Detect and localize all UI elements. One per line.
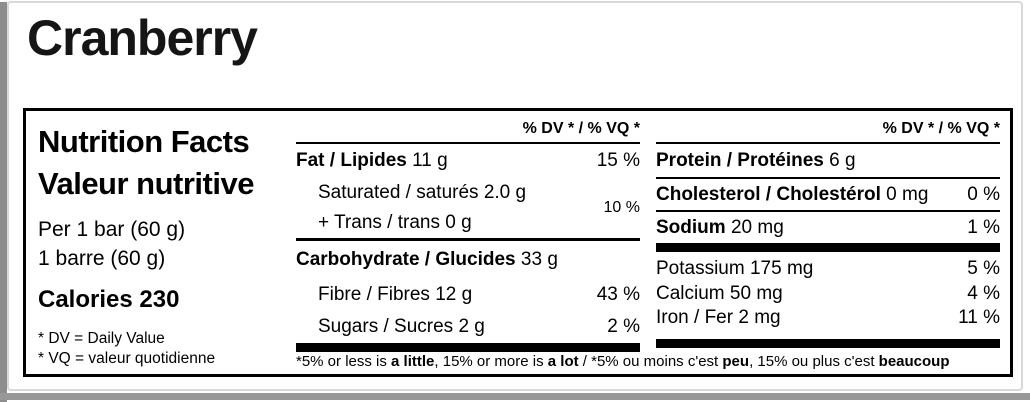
nutrition-facts-label: Nutrition Facts Valeur nutritive Per 1 b…: [23, 108, 1013, 377]
footnote-text: a lot: [547, 353, 579, 370]
carbohydrate-row: Carbohydrate / Glucides 33 g: [296, 241, 640, 279]
iron-row: Iron / Fer 2 mg 11 %: [656, 306, 1000, 330]
footnote-text: , 15% ou plus c'est: [749, 353, 879, 370]
cholesterol-label: Cholesterol / Cholestérol 0 mg: [656, 183, 929, 205]
protein-label: Protein / Protéines 6 g: [656, 149, 856, 171]
rule: [656, 142, 1000, 144]
product-title: Cranberry: [27, 10, 258, 66]
calcium-dv: 4 %: [967, 283, 1000, 304]
footnote-text: beaucoup: [878, 353, 950, 370]
sodium-row: Sodium 20 mg 1 %: [656, 212, 1000, 243]
fibre-label: Fibre / Fibres 12 g: [318, 284, 473, 305]
footnote-vq: * VQ = valeur quotidienne: [38, 350, 216, 367]
page-edge-left: [0, 2, 7, 402]
nft-title-en: Nutrition Facts: [38, 124, 250, 159]
rule: [656, 210, 1000, 212]
thick-bar: [656, 243, 1000, 252]
nft-left-column: Nutrition Facts Valeur nutritive Per 1 b…: [38, 117, 296, 368]
footnote-dv: * DV = Daily Value: [38, 330, 165, 347]
serving-size-fr: 1 barre (60 g): [38, 247, 166, 270]
sodium-label: Sodium 20 mg: [656, 216, 784, 238]
footnote-text: / *5% ou moins c'est: [578, 353, 723, 370]
saturated-trans-labels: Saturated / saturés 2.0 g + Trans / tran…: [296, 178, 526, 238]
dv-interpretation-footnote: *5% or less is a little, 15% or more is …: [296, 353, 1000, 370]
carbohydrate-label: Carbohydrate / Glucides 33 g: [296, 249, 558, 270]
sugars-label: Sugars / Sucres 2 g: [318, 316, 485, 337]
product-card: Cranberry Nutrition Facts Valeur nutriti…: [7, 1, 1023, 391]
rule: [656, 177, 1000, 179]
saturated-trans-row: Saturated / saturés 2.0 g + Trans / tran…: [296, 178, 640, 238]
dv-header-right: % DV * / % VQ *: [882, 120, 1000, 137]
sugars-dv: 2 %: [607, 316, 640, 337]
nft-nutrient-area: % DV * / % VQ * Fat / Lipides 11 g 15 % …: [296, 117, 1000, 370]
fat-row: Fat / Lipides 11 g 15 %: [296, 144, 640, 178]
serving-size-en: Per 1 bar (60 g): [38, 218, 186, 241]
dv-footnotes: * DV = Daily Value * VQ = valeur quotidi…: [38, 329, 296, 369]
footnote-text: a little: [391, 353, 435, 370]
nft-middle-column: % DV * / % VQ * Fat / Lipides 11 g 15 % …: [296, 117, 640, 352]
potassium-row: Potassium 175 mg 5 %: [656, 256, 1000, 282]
fat-label: Fat / Lipides 11 g: [296, 150, 448, 171]
potassium-dv: 5 %: [967, 258, 1000, 279]
footnote-text: *5% or less is: [296, 353, 392, 370]
rule: [296, 238, 640, 241]
footnote-text: peu: [722, 353, 750, 370]
page-edge-bottom: [0, 393, 1030, 400]
cholesterol-dv: 0 %: [967, 183, 1000, 205]
fibre-dv: 43 %: [596, 284, 640, 305]
cholesterol-row: Cholesterol / Cholestérol 0 mg 0 %: [656, 179, 1000, 210]
dv-header-middle: % DV * / % VQ *: [522, 120, 640, 137]
potassium-label: Potassium 175 mg: [656, 258, 814, 279]
fibre-row: Fibre / Fibres 12 g 43 %: [296, 279, 640, 311]
nft-title-fr: Valeur nutritive: [38, 166, 254, 201]
calories: Calories 230: [38, 286, 180, 313]
calcium-label: Calcium 50 mg: [656, 283, 783, 304]
fat-dv: 15 %: [596, 150, 640, 171]
iron-dv: 11 %: [958, 307, 1000, 328]
iron-label: Iron / Fer 2 mg: [656, 307, 781, 328]
rule: [296, 142, 640, 144]
sodium-dv: 1 %: [967, 216, 1000, 238]
thick-bar: [296, 343, 640, 352]
serving-size: Per 1 bar (60 g) 1 barre (60 g): [38, 215, 296, 273]
trans-label: + Trans / trans 0 g: [318, 212, 472, 233]
thick-bar: [656, 339, 1000, 348]
calcium-row: Calcium 50 mg 4 %: [656, 282, 1000, 306]
nft-right-column: % DV * / % VQ * Protein / Protéines 6 g …: [656, 117, 1000, 348]
sugars-row: Sugars / Sucres 2 g 2 %: [296, 311, 640, 343]
protein-row: Protein / Protéines 6 g: [656, 144, 1000, 177]
footnote-text: , 15% or more is: [434, 353, 548, 370]
saturated-trans-dv: 10 %: [603, 199, 640, 216]
saturated-label: Saturated / saturés 2.0 g: [318, 182, 527, 203]
